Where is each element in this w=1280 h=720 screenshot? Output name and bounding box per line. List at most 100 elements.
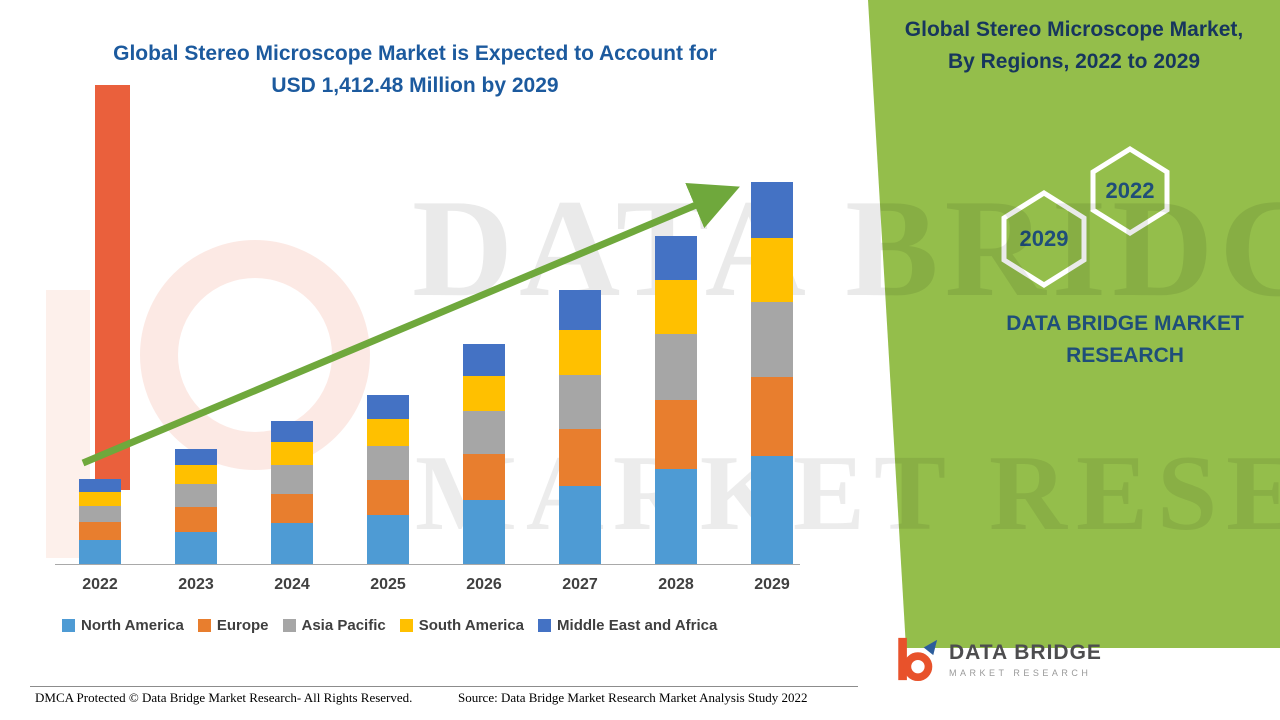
bar-segment [751, 377, 793, 456]
side-panel-brand-line2: RESEARCH [1066, 343, 1184, 367]
side-panel-brand-line1: DATA BRIDGE MARKET [1006, 312, 1244, 335]
bar-segment [271, 465, 313, 494]
side-panel-heading: Global Stereo Microscope Market, By Regi… [894, 14, 1254, 77]
legend-label: Asia Pacific [301, 617, 386, 634]
bar-segment [655, 469, 697, 564]
bar-segment [559, 485, 601, 564]
bar-segment [79, 505, 121, 523]
legend-swatch [282, 619, 296, 632]
legend-item: North America [62, 617, 184, 634]
side-panel-heading-line1: Global Stereo Microscope Market, [904, 18, 1244, 41]
bar-segment [751, 238, 793, 302]
bar-segment [271, 442, 313, 466]
bar-segment [463, 375, 505, 412]
chart-legend: North America Europe Asia Pacific South Ame… [62, 617, 717, 634]
logo-subtitle: MARKET RESEARCH [949, 667, 1092, 678]
bar-segment [559, 374, 601, 429]
bar-segment [751, 182, 793, 239]
bar-segment [367, 515, 409, 564]
page-title-line2: USD 1,412.48 Million by 2029 [271, 73, 559, 97]
legend-label: South America [418, 617, 525, 634]
bar-segment [79, 539, 121, 564]
stacked-bar-chart [55, 180, 800, 565]
bar-segment [175, 449, 217, 466]
bar-segment [655, 334, 697, 401]
bar-segment [79, 479, 121, 493]
hexagon-2022-label: 2022 [1105, 178, 1155, 203]
legend-label: North America [81, 617, 184, 634]
side-panel-brand: DATA BRIDGE MARKET RESEARCH [990, 308, 1260, 371]
legend-item: Middle East and Africa [538, 617, 717, 634]
bar-segment [559, 330, 601, 375]
bar-segment [463, 411, 505, 455]
x-axis-label: 2027 [562, 576, 598, 593]
trend-arrow-icon [81, 182, 740, 467]
bar-2029 [751, 182, 793, 564]
x-axis-line [55, 564, 800, 565]
bar-segment [367, 419, 409, 447]
x-axis-label: 2024 [274, 576, 310, 593]
legend-item: South America [399, 617, 525, 634]
orange-vertical-bar [95, 85, 130, 490]
bar-segment [751, 301, 793, 378]
bar-2025 [367, 395, 409, 564]
legend-item: Europe [197, 617, 269, 634]
bar-segment [175, 465, 217, 485]
data-bridge-b-icon [898, 637, 938, 682]
bar-segment [79, 492, 121, 506]
bar-segment [559, 290, 601, 331]
bar-segment [271, 523, 313, 564]
bar-2023 [175, 449, 217, 564]
hexagon-2029: 2029 [998, 190, 1090, 288]
bar-segment [175, 484, 217, 508]
legend-item: Asia Pacific [282, 617, 386, 634]
bar-segment [463, 344, 505, 376]
bar-segment [463, 500, 505, 564]
bar-segment [655, 400, 697, 470]
bar-segment [367, 395, 409, 420]
hexagon-2022: 2022 [1088, 146, 1172, 236]
hexagon-outline-icon [1001, 190, 1087, 288]
bar-2028 [655, 235, 697, 564]
dmca-notice: DMCA Protected © Data Bridge Market Rese… [35, 690, 413, 705]
side-panel-heading-line2: By Regions, 2022 to 2029 [947, 49, 1201, 73]
legend-swatch [197, 619, 211, 632]
logo-name: DATA BRIDGE [949, 640, 1102, 664]
x-axis-label: 2026 [466, 576, 502, 593]
x-axis-label: 2025 [370, 576, 406, 593]
bar-segment [751, 455, 793, 564]
hexagon-2029-label: 2029 [1019, 226, 1069, 251]
data-bridge-logo: DATA BRIDGE MARKET RESEARCH [893, 636, 1102, 682]
page-title: Global Stereo Microscope Market is Expec… [80, 38, 750, 101]
bar-segment [271, 420, 313, 443]
x-axis-label: 2028 [658, 576, 694, 593]
hexagon-outline-icon [1090, 146, 1170, 236]
side-panel: Global Stereo Microscope Market, By Regi… [868, 0, 1280, 648]
bar-segment [463, 454, 505, 501]
bar-segment [175, 531, 217, 564]
legend-swatch [62, 619, 75, 632]
bar-segment [175, 507, 217, 532]
bar-segment [655, 279, 697, 335]
bar-segment [655, 235, 697, 280]
bar-2024 [271, 420, 313, 564]
bar-2022 [79, 479, 121, 564]
legend-swatch [538, 619, 552, 632]
bar-2027 [559, 290, 601, 564]
bar-segment [271, 493, 313, 524]
bar-segment [367, 480, 409, 516]
bar-2026 [463, 344, 505, 564]
x-axis-labels: 2022 2023 2024 2025 2026 2027 2028 2029 [55, 576, 800, 600]
logo-text: DATA BRIDGE MARKET RESEARCH [949, 641, 1102, 678]
bar-segment [367, 446, 409, 481]
bar-segment [79, 522, 121, 540]
footer-divider [30, 686, 858, 687]
legend-label: Europe [216, 617, 269, 634]
legend-label: Middle East and Africa [557, 617, 718, 634]
source-note: Source: Data Bridge Market Research Mark… [458, 690, 808, 705]
page-title-line1: Global Stereo Microscope Market is Expec… [113, 42, 717, 65]
x-axis-label: 2022 [82, 576, 118, 593]
x-axis-label: 2029 [754, 576, 790, 593]
bar-segment [559, 428, 601, 486]
legend-swatch [399, 619, 413, 632]
